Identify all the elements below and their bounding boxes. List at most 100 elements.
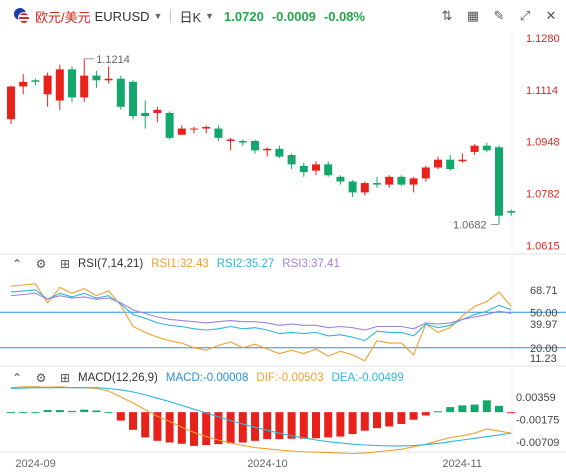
macd-bar-negative (312, 412, 320, 439)
macd-bar-negative (263, 412, 272, 440)
candle-down (299, 165, 308, 173)
price-tick-label: 1.1280 (526, 33, 560, 45)
candle-down (495, 147, 503, 216)
rsi-tick-label: 68.71 (530, 285, 558, 297)
macd-bar-negative (373, 412, 381, 429)
macd-bar-positive (495, 405, 503, 413)
draw-icon[interactable]: ▦ (466, 8, 480, 23)
timeframe-select[interactable]: 日K (179, 9, 202, 25)
price-change: -0.0009 (271, 8, 316, 24)
macd-tick-label: 0.00359 (516, 392, 556, 404)
macd-bar-negative (275, 412, 284, 440)
macd-bar-negative (299, 412, 308, 439)
compare-icon[interactable]: ⇅ (441, 8, 453, 23)
macd-bar-negative (421, 412, 430, 416)
rsi-tick-label: 39.97 (530, 319, 558, 331)
rsi-tick-label: 20.00 (530, 343, 558, 355)
macd-header: ⌃ ⚙ ⊞ MACD(12,26,9) MACD:-0.00008 DIF:-0… (0, 369, 404, 387)
candle-down (373, 183, 381, 185)
macd-bar-negative (385, 412, 394, 427)
expand-box-icon[interactable]: ⊞ (59, 257, 71, 271)
candle-up (312, 164, 320, 171)
candle-up (153, 109, 162, 113)
macd-bar-negative (336, 412, 345, 437)
macd-bar-negative (238, 412, 247, 443)
candle-down (397, 176, 406, 185)
rsi-line-rsi1 (10, 283, 512, 362)
eurusd-flag-icon (14, 8, 30, 24)
candle-up (226, 139, 235, 141)
chevron-down-icon[interactable]: ▼ (153, 11, 163, 21)
candle-down (507, 211, 516, 213)
rsi-tick-label: 11.23 (530, 353, 557, 365)
macd-bar-positive (482, 400, 491, 413)
rsi-header: ⌃ ⚙ ⊞ RSI(7,14,21) RSI1:32.43 RSI2:35.27… (0, 255, 340, 273)
macd-tick-label: -0.00709 (516, 437, 559, 449)
candle-up (80, 75, 89, 98)
macd-bar-positive (19, 412, 28, 414)
divider (170, 9, 172, 23)
candle-up (470, 145, 479, 152)
macd-line-dea (10, 387, 512, 447)
candle-up (43, 75, 52, 95)
candle-up (104, 78, 113, 81)
candle-up (434, 159, 442, 168)
pair-code[interactable]: EURUSD (94, 8, 150, 24)
candle-down (336, 176, 345, 182)
collapse-icon[interactable]: ⌃ (11, 371, 23, 385)
macd-tick-label: -0.00175 (516, 415, 559, 427)
macd-bar-positive (7, 412, 15, 414)
macd-bar-negative (190, 412, 198, 446)
macd-bar-positive (55, 410, 64, 413)
candle-up (202, 126, 211, 129)
candle-down (446, 159, 455, 170)
rsi-line-rsi3 (10, 292, 512, 331)
macd-bar-positive (80, 409, 89, 413)
macd-bar-negative (214, 412, 223, 445)
macd-bar-negative (507, 412, 516, 414)
macd-bar-positive (68, 410, 76, 413)
macd-bar-positive (458, 405, 467, 413)
close-icon[interactable]: ✕ (545, 8, 557, 23)
candle-down (31, 80, 40, 82)
macd-bar-negative (409, 412, 418, 420)
macd-bar-positive (92, 410, 101, 413)
x-tick-label: 2024-10 (247, 458, 287, 470)
collapse-icon[interactable]: ⌃ (11, 257, 23, 271)
macd-line-dif (10, 386, 512, 455)
macd-bar-negative (141, 412, 150, 438)
candle-down (165, 112, 174, 138)
candle-up (263, 148, 272, 151)
expand-icon[interactable]: ⤢ (519, 8, 531, 23)
candle-down (348, 181, 357, 193)
rsi2-value: RSI2:35.27 (216, 258, 275, 270)
candle-up (458, 159, 467, 162)
macd-bar-positive (470, 404, 479, 413)
toolbar: ⇅ ▦ ✎ ⤢ ✕ (438, 7, 560, 25)
macd-bar-negative (153, 412, 162, 441)
expand-box-icon[interactable]: ⊞ (59, 371, 71, 385)
candle-down (324, 164, 333, 176)
settings-icon[interactable]: ⚙ (35, 371, 47, 385)
timeframe-chevron-icon[interactable]: ▼ (205, 11, 215, 21)
macd-bar-negative (226, 412, 235, 444)
rsi3-value: RSI3:37.41 (282, 258, 340, 270)
pen-icon[interactable]: ✎ (493, 8, 505, 23)
candle-down (275, 148, 284, 157)
settings-icon[interactable]: ⚙ (35, 257, 47, 271)
candle-up (190, 128, 198, 130)
pair-name-cn[interactable]: 欧元/美元 (35, 9, 91, 25)
candle-up (385, 176, 394, 185)
rsi-name: RSI(7,14,21) (78, 258, 144, 270)
macd-bar-positive (434, 411, 442, 413)
price-tick-label: 1.0615 (526, 240, 560, 252)
macd-bar-positive (43, 410, 52, 413)
chart-header: 欧元/美元 EURUSD ▼ 日K ▼ 1.0720 -0.0009 -0.08… (0, 0, 566, 32)
macd-bar-negative (177, 412, 186, 444)
candle-down (68, 69, 76, 98)
candle-down (116, 78, 125, 107)
candle-up (55, 69, 64, 101)
candle-down (92, 75, 101, 81)
max-price-label: 1.1214 (96, 54, 130, 66)
